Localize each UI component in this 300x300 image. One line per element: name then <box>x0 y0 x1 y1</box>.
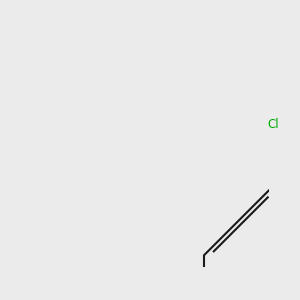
Text: Cl: Cl <box>267 118 279 131</box>
